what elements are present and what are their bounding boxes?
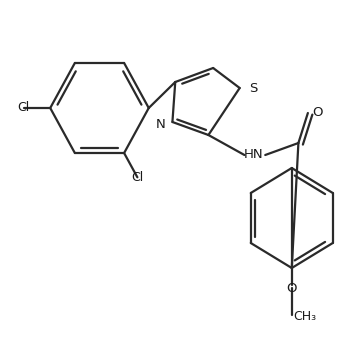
Text: Cl: Cl [18,102,30,115]
Text: Cl: Cl [131,171,144,184]
Text: N: N [156,118,166,131]
Text: O: O [312,106,323,119]
Text: HN: HN [244,148,264,162]
Text: O: O [287,282,297,295]
Text: CH₃: CH₃ [294,311,317,324]
Text: S: S [249,81,257,94]
